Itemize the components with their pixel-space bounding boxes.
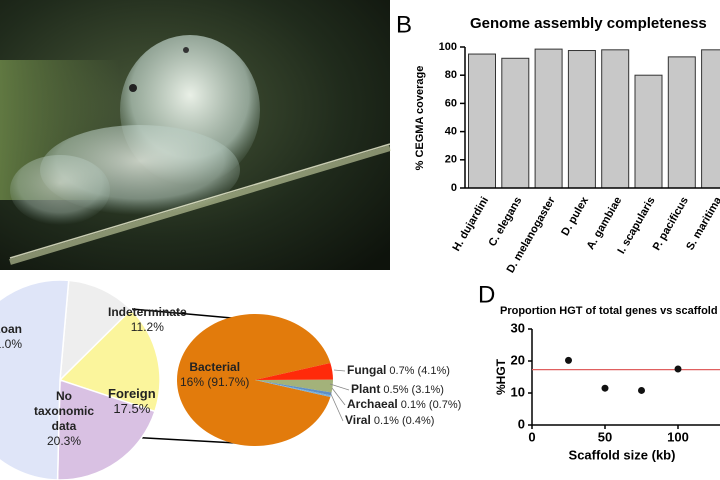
x-tick-label: 100 <box>667 429 689 444</box>
connector <box>131 308 233 319</box>
panel-label: D <box>478 281 495 308</box>
leader-line <box>331 387 346 406</box>
slice-value: 20.3% <box>46 434 82 448</box>
connector <box>127 436 237 444</box>
share-label: 0.5% <box>383 384 409 396</box>
pie-slice <box>255 380 331 397</box>
bar <box>534 48 563 189</box>
slice-name: Indeterminate <box>108 305 187 319</box>
pie-slice <box>255 380 332 396</box>
percent-label: (4.1%) <box>417 365 450 377</box>
bar <box>567 50 596 189</box>
percent-label: (0.4%) <box>402 415 435 427</box>
point <box>565 356 572 364</box>
bar <box>667 56 696 189</box>
chart-title: Proportion HGT of total genes vs scaffol… <box>500 305 720 317</box>
share-label: 0.1% <box>400 399 426 411</box>
y-tick-label: 80 <box>445 69 457 81</box>
x-tick-label: H. dujardini <box>450 195 491 253</box>
y-tick-label: 60 <box>445 97 457 109</box>
share-label: 16% <box>180 375 205 389</box>
slice-label: Fungal 0.7% (4.1%) <box>347 363 450 379</box>
slice-label: Archaeal 0.1% (0.7%) <box>347 397 461 413</box>
chart-title: Genome assembly completeness <box>470 15 707 32</box>
slice-label: No taxonomic data 20.3% <box>30 389 98 449</box>
x-tick-label: C. elegans <box>487 195 525 249</box>
y-tick-label: 30 <box>511 320 525 335</box>
slice-name: Viral <box>345 413 371 427</box>
percent-label: (3.1%) <box>411 384 444 396</box>
slice-label: Bacterial 16% (91.7%) <box>180 360 249 390</box>
slice-value: 16% (91.7%) <box>180 375 249 390</box>
bar <box>634 74 663 189</box>
leader-line <box>329 391 344 422</box>
y-tick-label: 20 <box>445 154 457 166</box>
bar <box>701 49 720 189</box>
point <box>638 386 645 394</box>
bar <box>468 53 496 189</box>
percent-label: (91.7%) <box>207 375 250 389</box>
x-tick-label: D. pulex <box>559 194 591 238</box>
slice-name: Archaeal <box>347 397 398 411</box>
leader-line <box>333 369 346 372</box>
leader-line <box>329 383 350 391</box>
slice-value: 11.2% <box>130 320 164 334</box>
y-tick-label: 10 <box>511 384 525 399</box>
x-tick-label: 0 <box>528 429 535 444</box>
share-label: 0.7% <box>389 365 415 377</box>
slice-name: Metazoan <box>0 322 22 336</box>
x-tick-label: 50 <box>598 429 612 444</box>
y-tick-label: 20 <box>511 352 525 367</box>
percent-label: (0.7%) <box>428 399 462 411</box>
x-axis-label: Scaffold size (kb) <box>569 447 676 462</box>
point <box>601 384 609 392</box>
slice-name: Bacterial <box>189 360 241 374</box>
share-label: 0.1% <box>373 415 399 427</box>
point <box>674 365 682 373</box>
pie-slice <box>0 279 70 480</box>
pie-slice <box>59 279 133 382</box>
slice-value: 51.0% <box>0 337 22 351</box>
slice-name: Foreign <box>108 386 156 401</box>
y-tick-label: 100 <box>439 41 457 53</box>
pie-slice <box>176 314 331 446</box>
y-axis-label: %HGT <box>494 358 508 395</box>
y-axis-label: % CEGMA coverage <box>414 66 426 171</box>
photo <box>0 0 391 270</box>
slice-name: Fungal <box>347 363 387 377</box>
bar <box>501 57 530 189</box>
bar <box>601 49 630 189</box>
pie-slice <box>255 362 333 380</box>
panel-label: B <box>396 11 412 38</box>
slice-label: Metazoan51.0% <box>0 322 22 352</box>
pie-slice <box>58 308 161 413</box>
slice-label: Viral 0.1% (0.4%) <box>345 413 434 429</box>
slice-label: Plant 0.5% (3.1%) <box>351 382 444 398</box>
y-tick-label: 40 <box>445 126 457 138</box>
y-tick-label: 0 <box>451 182 457 194</box>
slice-label: Indeterminate 11.2% <box>108 305 187 335</box>
pie-slice <box>255 379 333 393</box>
y-tick-label: 0 <box>518 416 525 431</box>
slice-value: 17.5% <box>113 401 151 416</box>
slice-label: Foreign 17.5% <box>108 386 156 416</box>
slice-name: No taxonomic data <box>33 389 94 433</box>
slice-name: Plant <box>351 382 381 396</box>
